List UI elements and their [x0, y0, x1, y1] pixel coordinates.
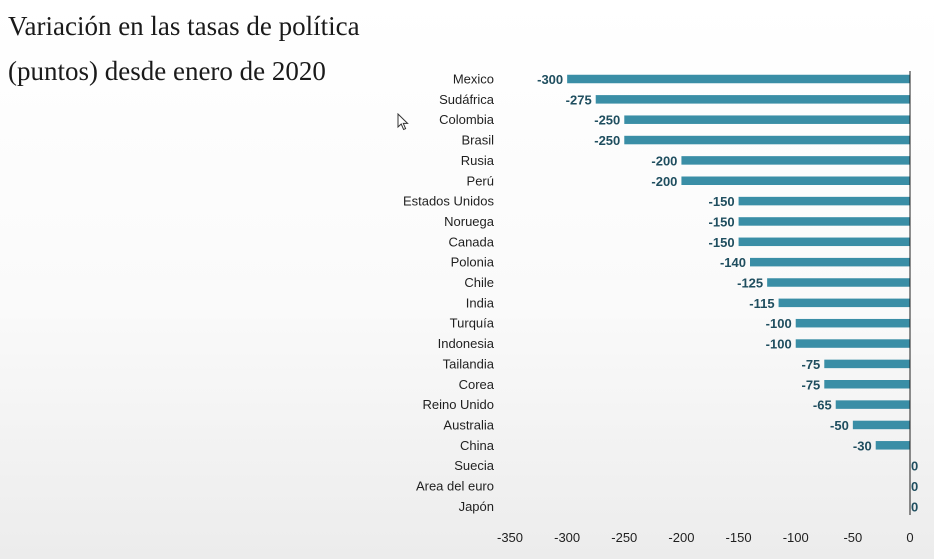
- bar-canada: [738, 237, 910, 247]
- bar-rusia: [681, 156, 910, 165]
- value-label-india: -115: [749, 296, 774, 311]
- category-label-corea: Corea: [459, 377, 495, 392]
- value-label-chile: -125: [737, 276, 763, 291]
- bar-india: [778, 298, 910, 308]
- bar-corea: [824, 380, 910, 389]
- value-label-rusia: -200: [651, 153, 677, 168]
- bar-noruega: [738, 217, 910, 226]
- category-label-area-del-euro: Area del euro: [416, 479, 494, 494]
- value-label-suecia: 0: [911, 459, 918, 474]
- bar-polonia: [750, 257, 910, 267]
- value-label-brasil: -250: [594, 133, 620, 148]
- category-label-china: China: [460, 438, 495, 453]
- category-label-colombia: Colombia: [439, 112, 495, 127]
- bar-australia: [852, 420, 910, 430]
- x-tick-label: -300: [554, 530, 580, 545]
- value-label-china: -30: [853, 438, 872, 453]
- value-label-tailandia: -75: [801, 357, 820, 372]
- value-label-polonia: -140: [720, 255, 746, 270]
- category-label-australia: Australia: [443, 417, 494, 432]
- x-tick-label: 0: [906, 530, 913, 545]
- bar-brasil: [624, 135, 910, 145]
- bar-indonesia: [795, 339, 910, 348]
- value-label-sudafrica: -275: [566, 92, 592, 107]
- value-label-turquia: -100: [766, 316, 792, 331]
- x-tick-label: -100: [783, 530, 809, 545]
- x-tick-label: -50: [843, 530, 862, 545]
- bar-reino-unido: [835, 400, 910, 409]
- category-label-polonia: Polonia: [451, 255, 495, 270]
- bar-colombia: [624, 115, 910, 124]
- value-label-noruega: -150: [709, 214, 735, 229]
- value-label-australia: -50: [830, 418, 849, 433]
- value-label-indonesia: -100: [766, 337, 792, 352]
- category-label-suecia: Suecia: [454, 458, 495, 473]
- x-tick-label: -150: [726, 530, 752, 545]
- x-tick-label: -350: [497, 530, 523, 545]
- bars-layer: [567, 74, 910, 450]
- mouse-cursor-icon: [397, 113, 409, 131]
- bar-tailandia: [824, 359, 910, 369]
- category-label-tailandia: Tailandia: [443, 356, 495, 371]
- bar-mexico: [567, 74, 910, 84]
- bar-sudafrica: [595, 95, 910, 104]
- value-label-mexico: -300: [537, 72, 563, 87]
- category-label-reino-unido: Reino Unido: [422, 397, 494, 412]
- category-label-chile: Chile: [464, 275, 494, 290]
- bar-estados-unidos: [738, 196, 910, 206]
- category-label-brasil: Brasil: [461, 133, 494, 148]
- bar-china: [875, 441, 910, 450]
- category-label-estados-unidos: Estados Unidos: [403, 194, 495, 209]
- value-label-japon: 0: [911, 499, 918, 514]
- value-label-reino-unido: -65: [813, 398, 832, 413]
- value-label-corea: -75: [801, 377, 820, 392]
- bar-peru: [681, 176, 910, 185]
- category-label-noruega: Noruega: [444, 214, 495, 229]
- chart-title: Variación en las tasas de política (punt…: [8, 11, 360, 86]
- category-label-mexico: Mexico: [453, 72, 494, 87]
- category-label-indonesia: Indonesia: [438, 336, 495, 351]
- category-label-india: India: [466, 295, 495, 310]
- category-label-turquia: Turquía: [450, 316, 495, 331]
- category-label-canada: Canada: [448, 234, 494, 249]
- value-label-estados-unidos: -150: [709, 194, 735, 209]
- value-label-canada: -150: [709, 235, 735, 250]
- value-label-peru: -200: [651, 174, 677, 189]
- x-axis: -350 -300 -250 -200 -150 -100 -50 0: [497, 71, 914, 545]
- value-label-colombia: -250: [594, 113, 620, 128]
- bar-chile: [767, 278, 910, 287]
- bar-turquia: [795, 318, 910, 328]
- value-label-area-del-euro: 0: [911, 479, 918, 494]
- category-label-rusia: Rusia: [461, 153, 495, 168]
- x-tick-label: -200: [668, 530, 694, 545]
- category-label-peru: Perú: [467, 173, 494, 188]
- x-tick-label: -250: [611, 530, 637, 545]
- category-label-japon: Japón: [459, 499, 494, 514]
- category-label-sudafrica: Sudáfrica: [439, 92, 495, 107]
